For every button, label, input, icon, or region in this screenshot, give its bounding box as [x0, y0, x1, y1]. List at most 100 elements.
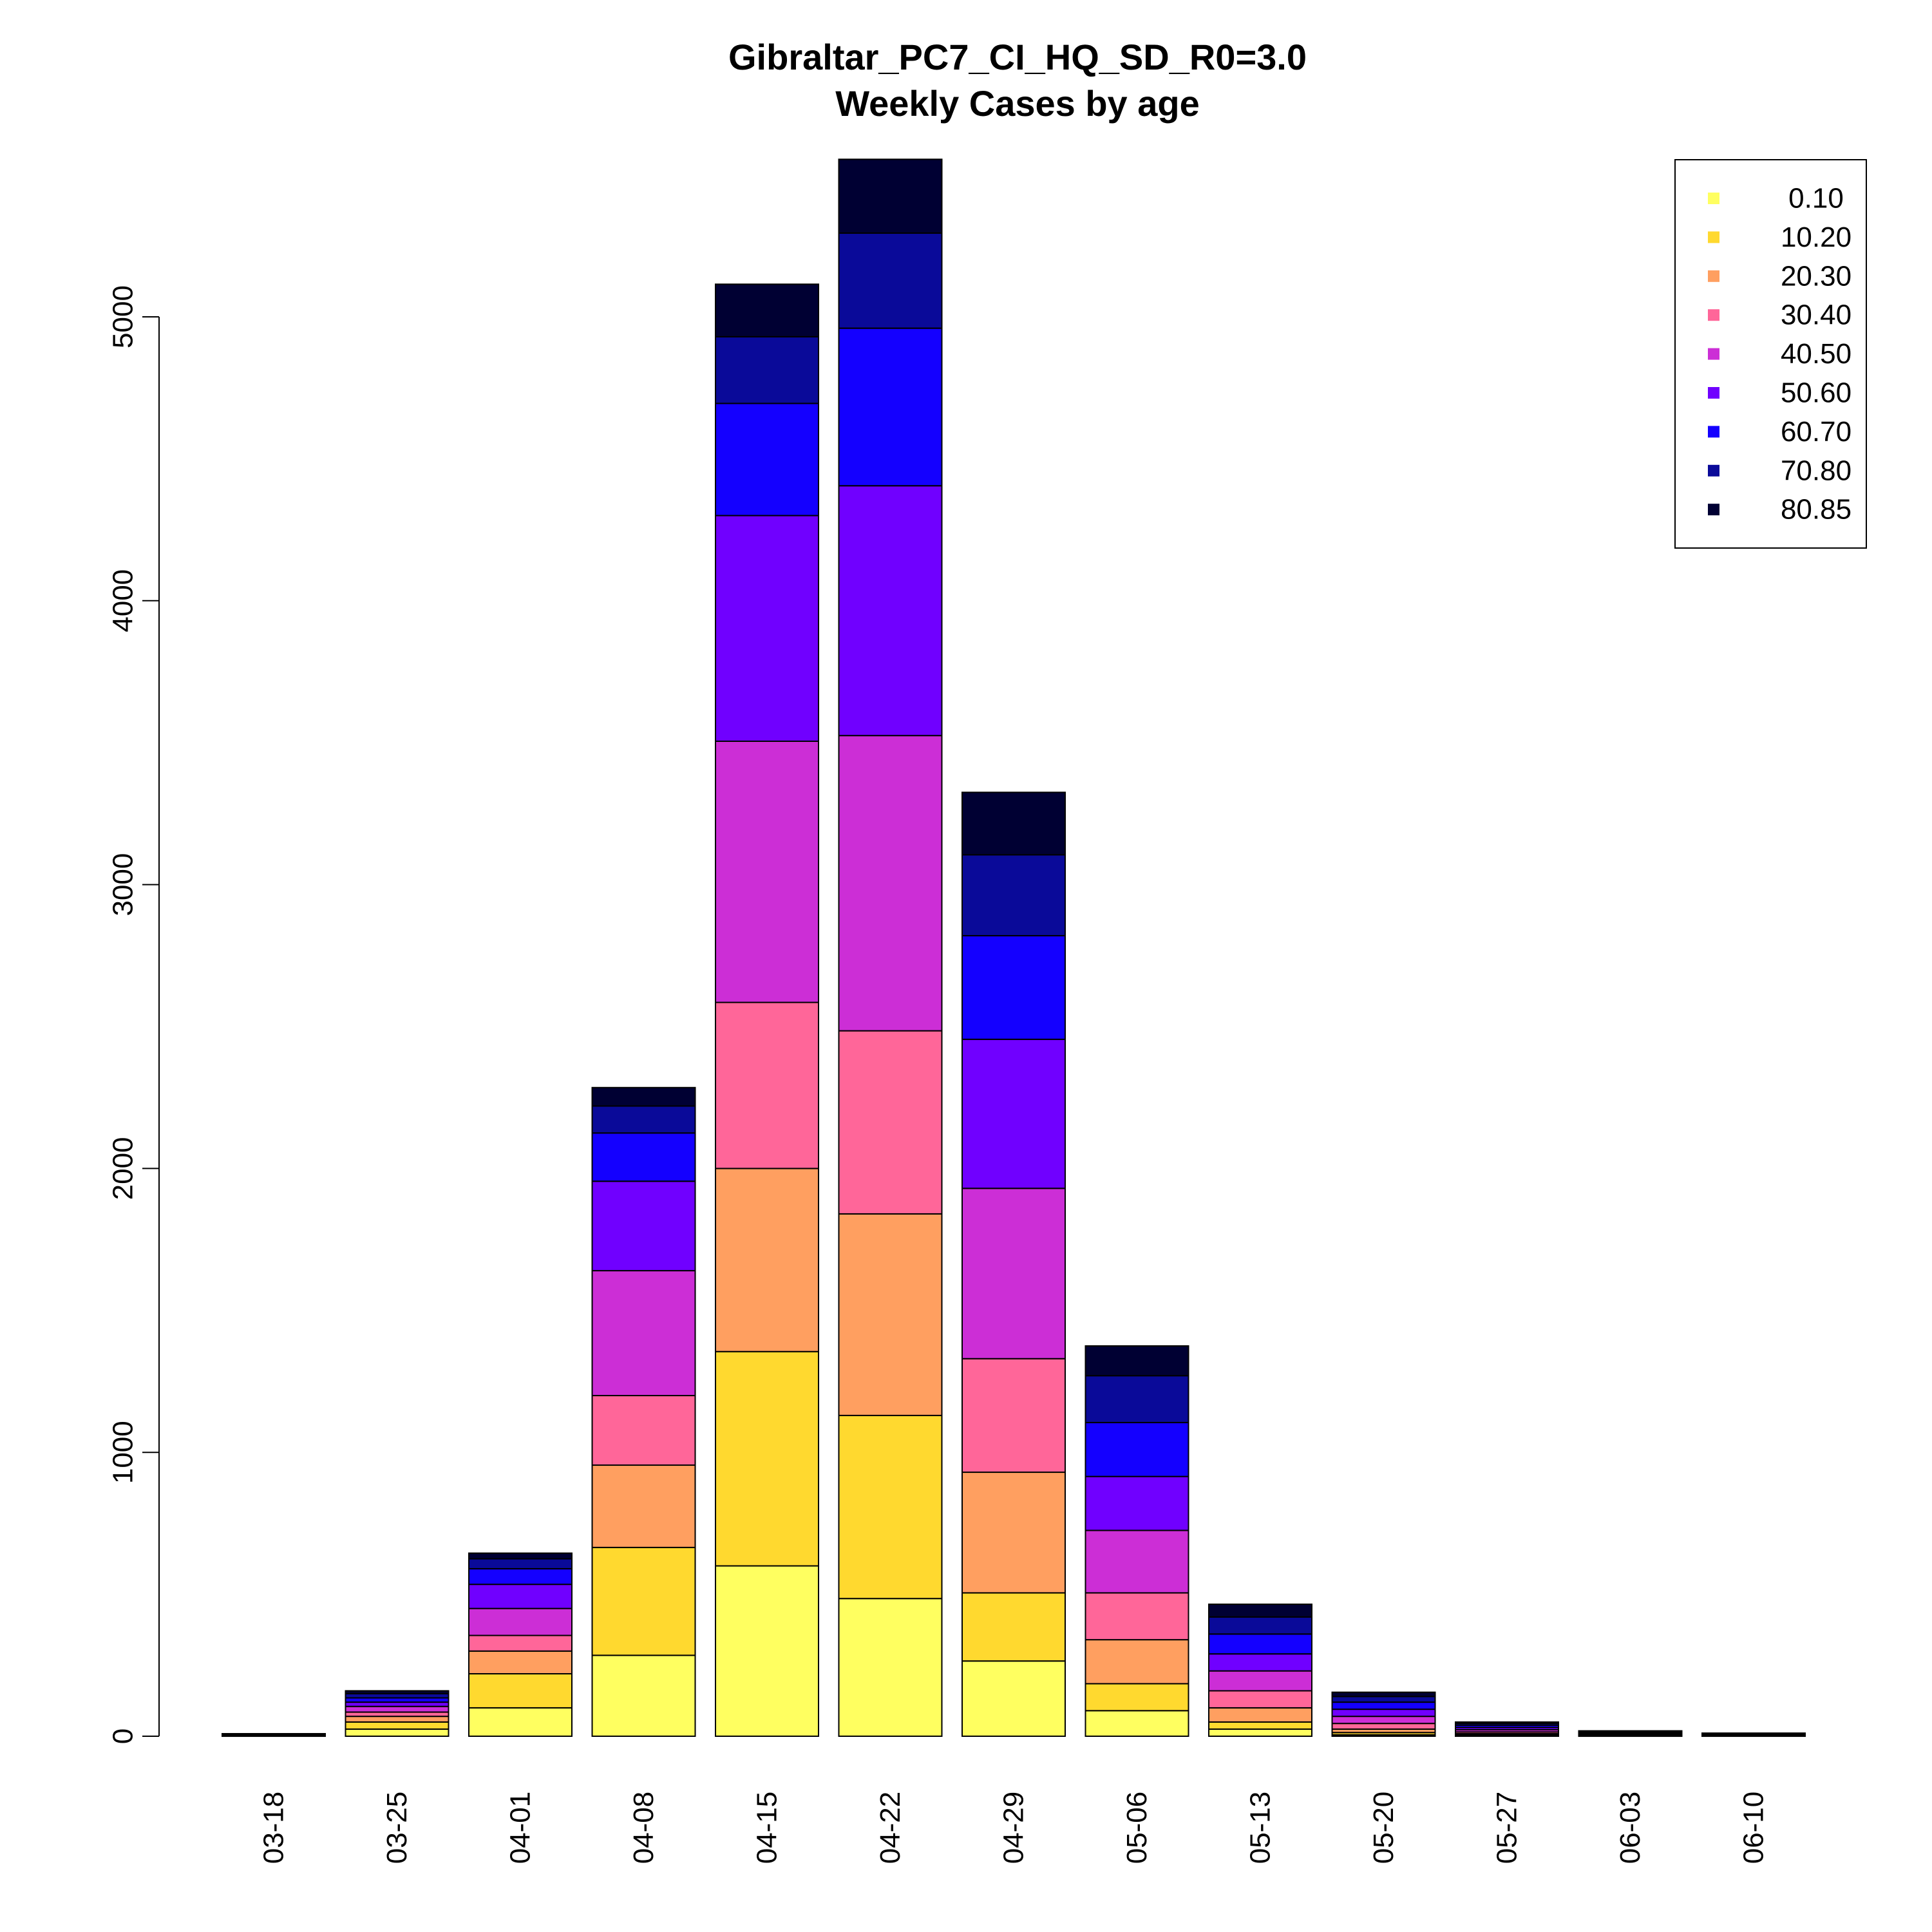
bar-segment	[838, 158, 943, 234]
x-tick-label: 04-08	[628, 1792, 659, 1864]
bar-segment	[1084, 1710, 1189, 1737]
legend-label: 40.50	[1781, 338, 1852, 370]
y-tick-label: 3000	[108, 853, 139, 916]
bar-stack-05-13	[1208, 1604, 1312, 1737]
bar-segment	[838, 1030, 943, 1215]
bar-segment	[961, 1472, 1066, 1594]
x-tick-label: 04-22	[875, 1792, 906, 1864]
bar-segment	[1208, 1616, 1312, 1635]
bar-segment	[1084, 1530, 1189, 1594]
bar-segment	[591, 1180, 696, 1272]
x-tick-label: 05-06	[1121, 1792, 1153, 1864]
bar-segment	[1331, 1709, 1436, 1718]
bar-stack-03-18	[222, 1733, 326, 1738]
bar-stack-06-10	[1701, 1732, 1806, 1738]
bar-segment	[468, 1567, 573, 1586]
y-axis: 0 1000 2000 3000 4000 5000	[108, 285, 160, 1744]
x-axis-labels: 03-18 03-25 04-01 04-08 04-15 04-22 04-29 05-06…	[258, 1792, 1770, 1864]
legend-label: 30.40	[1781, 299, 1852, 331]
bar-segment	[838, 485, 943, 737]
bar-stack-04-01	[468, 1552, 573, 1737]
chart-title: Gibraltar_PC7_CI_HQ_SD_R0=3.0	[728, 37, 1307, 77]
bar-segment	[1084, 1421, 1189, 1477]
bar-segment	[591, 1464, 696, 1548]
x-tick-label: 04-15	[752, 1792, 783, 1864]
bar-segment	[715, 1001, 819, 1170]
bar-segment	[1455, 1721, 1559, 1725]
bar-segment	[1208, 1728, 1312, 1737]
legend-swatch	[1708, 426, 1719, 438]
bar-segment	[468, 1673, 573, 1709]
legend-swatch	[1708, 231, 1719, 243]
bar-segment	[838, 327, 943, 487]
bar-segment	[715, 1168, 819, 1352]
bar-segment	[961, 934, 1066, 1040]
bar-segment	[1084, 1475, 1189, 1531]
bar-segment	[591, 1395, 696, 1466]
bar-segment	[591, 1132, 696, 1182]
bar-segment	[715, 283, 819, 337]
bar-segment	[1331, 1701, 1436, 1710]
legend-label: 70.80	[1781, 455, 1852, 486]
bar-stack-05-27	[1455, 1721, 1559, 1738]
bar-segment	[468, 1558, 573, 1569]
legend-swatch	[1708, 193, 1719, 204]
bar-segment	[1331, 1716, 1436, 1725]
legend-label: 10.20	[1781, 222, 1852, 253]
bar-segment	[838, 1414, 943, 1600]
bar-segment	[961, 1592, 1066, 1662]
legend-swatch	[1708, 504, 1719, 516]
bar-stack-04-29	[961, 791, 1066, 1737]
bar-segment	[1208, 1690, 1312, 1709]
bar-segment	[1331, 1723, 1436, 1730]
legend-label: 60.70	[1781, 416, 1852, 448]
x-tick-label: 04-01	[505, 1792, 536, 1864]
bar-segment	[345, 1690, 450, 1694]
x-tick-label: 05-20	[1368, 1792, 1399, 1864]
bar-segment	[1084, 1639, 1189, 1685]
bars-group	[222, 158, 1806, 1738]
bar-segment	[468, 1634, 573, 1652]
bar-segment	[1084, 1683, 1189, 1712]
chart-subtitle: Weekly Cases by age	[835, 83, 1200, 124]
bar-segment	[1208, 1707, 1312, 1723]
x-tick-label: 05-13	[1245, 1792, 1276, 1864]
bar-segment	[1208, 1604, 1312, 1618]
bar-segment	[838, 735, 943, 1032]
bar-segment	[715, 1565, 819, 1738]
bar-segment	[1578, 1730, 1683, 1732]
bar-segment	[1331, 1696, 1436, 1703]
bar-segment	[838, 1213, 943, 1416]
bar-segment	[345, 1716, 450, 1723]
bar-segment	[1331, 1691, 1436, 1698]
bar-segment	[345, 1705, 450, 1713]
bar-segment	[1084, 1345, 1189, 1377]
x-tick-label: 06-03	[1615, 1792, 1646, 1864]
bar-segment	[1701, 1732, 1806, 1734]
bar-segment	[591, 1086, 696, 1107]
x-tick-label: 05-27	[1492, 1792, 1523, 1864]
bar-segment	[591, 1546, 696, 1656]
bar-stack-04-15	[715, 283, 819, 1738]
bar-segment	[1208, 1721, 1312, 1730]
bar-stack-05-06	[1084, 1345, 1189, 1737]
bar-segment	[838, 1598, 943, 1737]
legend-label: 20.30	[1781, 260, 1852, 292]
legend-box	[1674, 159, 1867, 549]
legend: 0.10 10.20 20.30 30.40 40.50 50.60 60.70 70.80 8…	[1674, 159, 1867, 549]
bar-segment	[961, 1038, 1066, 1189]
y-tick-label: 4000	[108, 569, 139, 632]
bar-segment	[961, 1358, 1066, 1473]
bar-segment	[591, 1270, 696, 1397]
y-tick-label: 0	[108, 1728, 139, 1744]
bar-segment	[961, 854, 1066, 936]
bar-segment	[838, 232, 943, 329]
bar-segment	[715, 1350, 819, 1567]
bar-segment	[591, 1105, 696, 1134]
legend-swatch	[1708, 464, 1719, 477]
legend-swatch	[1708, 348, 1719, 360]
bar-segment	[468, 1607, 573, 1636]
bar-segment	[345, 1728, 450, 1737]
bar-segment	[591, 1654, 696, 1738]
